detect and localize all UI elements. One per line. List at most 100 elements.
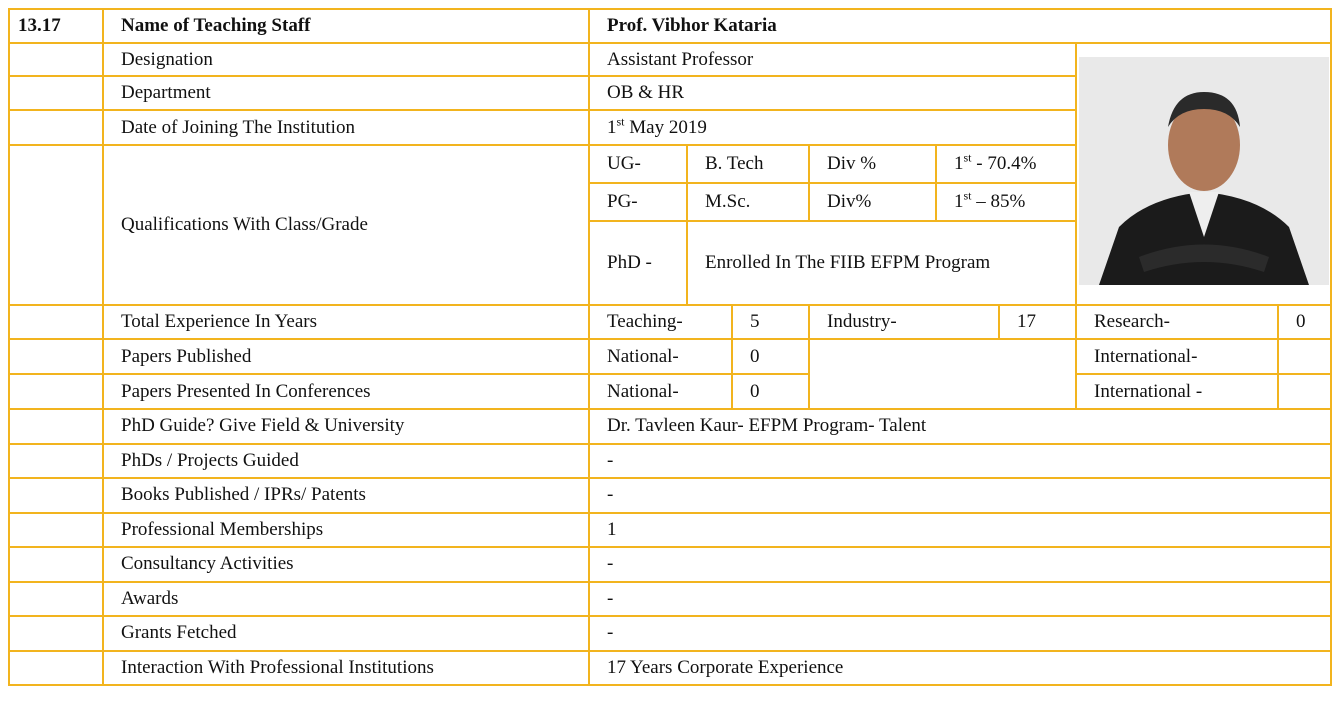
table-row: Date of Joining The Institution 1st May …	[8, 109, 1331, 146]
exp-value: 17	[998, 304, 1077, 340]
grade: 1st – 85%	[935, 182, 1077, 222]
grade-sup: st	[963, 150, 972, 165]
exp-label: Research-	[1075, 304, 1279, 340]
row-label: Books Published / IPRs/ Patents	[102, 477, 590, 514]
papers-label: National-	[588, 338, 733, 375]
table-row: Papers Published National- 0 Internation…	[8, 338, 1333, 410]
empty-cell	[8, 546, 104, 583]
exp-label: Industry-	[808, 304, 1000, 340]
table-row: 13.17 Name of Teaching Staff Prof. Vibho…	[8, 8, 1333, 44]
row-label: Consultancy Activities	[102, 546, 590, 583]
table-row: Grants Fetched -	[8, 615, 1333, 652]
header-label: Name of Teaching Staff	[102, 8, 590, 44]
exp-value: 5	[731, 304, 810, 340]
empty-cell	[8, 338, 104, 375]
empty-cell	[8, 580, 104, 617]
photo-cell	[1074, 42, 1333, 306]
table-row: Books Published / IPRs/ Patents -	[8, 477, 1333, 514]
row-label: Papers Presented In Conferences	[102, 373, 590, 410]
div-label: Div %	[808, 144, 937, 184]
row-value: 1	[587, 511, 1333, 548]
level: PhD -	[588, 220, 688, 306]
row-value: Assistant Professor	[588, 42, 1077, 77]
row-label: PhDs / Projects Guided	[102, 442, 590, 479]
row-label: PhD Guide? Give Field & University	[102, 408, 590, 445]
empty-cell	[8, 511, 104, 548]
grade-part: 1	[954, 191, 964, 212]
row-label: Professional Memberships	[102, 511, 590, 548]
row-label: Total Experience In Years	[102, 304, 590, 340]
row-label: Qualifications With Class/Grade	[102, 144, 590, 306]
empty-cell	[8, 144, 104, 306]
level: PG-	[588, 182, 688, 222]
staff-number: 13.17	[8, 8, 104, 44]
grade-part: – 85%	[971, 191, 1026, 212]
grade-part: 1	[954, 153, 964, 174]
row-label: Papers Published	[102, 338, 590, 375]
div-label: Div%	[808, 182, 937, 222]
empty-cell	[8, 373, 104, 410]
staff-name: Prof. Vibhor Kataria	[587, 8, 1333, 44]
papers-value: 0	[731, 373, 810, 410]
empty-cell	[808, 338, 1077, 410]
date-part: 1	[607, 116, 617, 138]
empty-cell	[8, 615, 104, 652]
table-row: Interaction With Professional Institutio…	[8, 649, 1333, 686]
row-value: -	[587, 442, 1333, 479]
empty-cell	[8, 75, 104, 111]
table-row: PhD Guide? Give Field & University Dr. Ta…	[8, 408, 1333, 445]
row-value: -	[587, 580, 1333, 617]
row-value: 1st May 2019	[588, 109, 1077, 146]
table-row: Designation Assistant Professor	[8, 42, 1333, 306]
empty-cell	[8, 442, 104, 479]
row-value: OB & HR	[588, 75, 1077, 111]
row-value: -	[587, 477, 1333, 514]
empty-cell	[8, 304, 104, 340]
row-label: Date of Joining The Institution	[102, 109, 590, 146]
row-value: Dr. Tavleen Kaur- EFPM Program- Talent	[587, 408, 1333, 445]
grade: 1st - 70.4%	[935, 144, 1077, 184]
exp-value: 0	[1276, 304, 1333, 340]
row-label: Awards	[102, 580, 590, 617]
table-row: Total Experience In Years Teaching- 5 In…	[8, 304, 1333, 340]
empty-cell	[8, 408, 104, 445]
degree: Enrolled In The FIIB EFPM Program	[686, 220, 1077, 306]
photo	[1079, 56, 1329, 285]
table-row: Awards -	[8, 580, 1333, 617]
grade-sup: st	[963, 188, 972, 203]
date-part: May 2019	[624, 116, 707, 138]
empty-cell	[8, 477, 104, 514]
row-label: Designation	[102, 42, 590, 77]
row-label: Grants Fetched	[102, 615, 590, 652]
empty-cell	[1276, 338, 1333, 375]
row-value: -	[587, 546, 1333, 583]
papers-label: International -	[1075, 373, 1279, 410]
degree: B. Tech	[686, 144, 810, 184]
row-value: -	[587, 615, 1333, 652]
table-row: Consultancy Activities -	[8, 546, 1333, 583]
papers-value: 0	[731, 338, 810, 375]
table-row: Professional Memberships 1	[8, 511, 1333, 548]
table-row: PhD - Enrolled In The FIIB EFPM Program	[9, 220, 1331, 306]
empty-cell	[8, 109, 104, 146]
papers-label: International-	[1075, 338, 1279, 375]
row-label: Interaction With Professional Institutio…	[102, 649, 590, 686]
date-sup: st	[616, 114, 625, 129]
table-row: PG- M.Sc. Div% 1st – 85%	[9, 182, 1331, 222]
table-row: Department OB & HR	[8, 75, 1331, 111]
empty-cell	[1276, 373, 1333, 410]
grade-part: - 70.4%	[971, 153, 1037, 174]
empty-cell	[8, 649, 104, 686]
level: UG-	[588, 144, 688, 184]
exp-label: Teaching-	[588, 304, 733, 340]
table-row: Papers Presented In Conferences National…	[8, 373, 1333, 410]
row-value: 17 Years Corporate Experience	[587, 649, 1333, 686]
degree: M.Sc.	[686, 182, 810, 222]
empty-cell	[8, 42, 104, 77]
table-row: PhDs / Projects Guided -	[8, 442, 1333, 479]
row-label: Department	[102, 75, 590, 111]
papers-label: National-	[588, 373, 733, 410]
staff-table: 13.17 Name of Teaching Staff Prof. Vibho…	[8, 8, 1333, 686]
